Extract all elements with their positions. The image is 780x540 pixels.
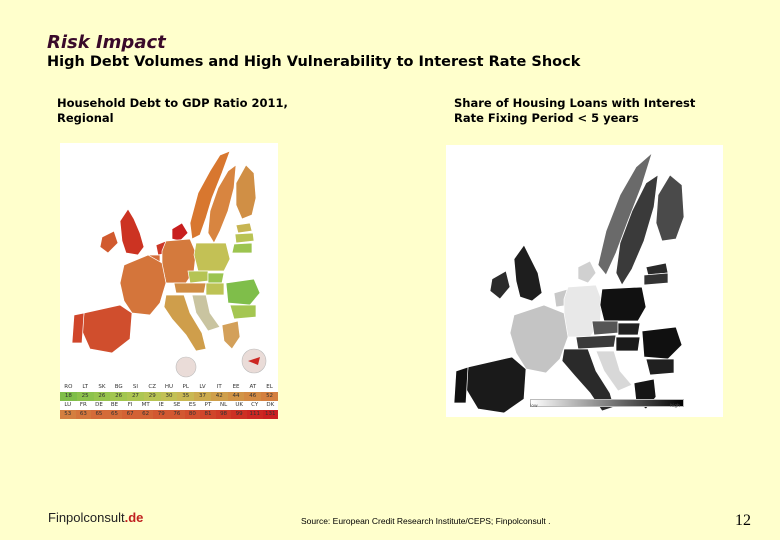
- legend-cell: 81: [200, 410, 216, 419]
- legend-cell: 25: [76, 392, 94, 401]
- legend-row-countries-1: RO LT SK BG SI CZ HU PL LV IT EE AT EL: [60, 383, 278, 392]
- legend-cell: 67: [122, 410, 138, 419]
- right-map-label: Share of Housing Loans with Interest Rat…: [454, 96, 696, 125]
- legend-cell: 62: [137, 410, 154, 419]
- legend-cell: 111: [246, 410, 263, 419]
- legend-cell: HU: [164, 384, 174, 390]
- household-debt-map: [60, 143, 278, 415]
- legend-cell: BG: [114, 384, 123, 390]
- household-debt-map-graphic: [71, 150, 267, 378]
- legend-cell: 46: [244, 392, 262, 401]
- legend-cell: 30: [160, 392, 178, 401]
- interest-rate-fixing-map-graphic: [453, 151, 685, 414]
- gradient-high-label: high: [670, 404, 680, 409]
- brand-logo: Finpolconsult.de: [48, 510, 143, 525]
- interest-rate-fixing-map: [446, 145, 723, 417]
- legend-cell: 98: [215, 410, 232, 419]
- slide-title: Risk Impact: [47, 32, 166, 53]
- legend-cell: 26: [110, 392, 128, 401]
- legend-cell: LV: [199, 384, 206, 390]
- gradient-low-label: low: [530, 404, 538, 409]
- legend-row-values-1: 18 25 26 26 27 29 30 35 37 42 44 46 52: [60, 392, 278, 401]
- legend-cell: SE: [173, 402, 181, 408]
- legend-cell: EL: [266, 384, 273, 390]
- legend-cell: 65: [91, 410, 107, 419]
- legend-cell: LT: [82, 384, 88, 390]
- left-map-label: Household Debt to GDP Ratio 2011, Region…: [57, 96, 288, 125]
- legend-cell: CZ: [148, 384, 157, 390]
- legend-cell: 63: [75, 410, 92, 419]
- legend-cell: 26: [93, 392, 111, 401]
- legend-cell: ES: [188, 402, 196, 408]
- legend-cell: 131: [262, 410, 279, 419]
- legend-cell: IE: [158, 402, 164, 408]
- legend-cell: 27: [127, 392, 144, 401]
- legend-cell: LU: [64, 402, 72, 408]
- legend-cell: PL: [182, 384, 189, 390]
- legend-cell: 44: [227, 392, 245, 401]
- legend-cell: BE: [110, 402, 119, 408]
- legend-cell: 52: [261, 392, 278, 401]
- legend-cell: 29: [143, 392, 161, 401]
- legend-cell: MT: [141, 402, 150, 408]
- legend-cell: 76: [169, 410, 185, 419]
- legend-cell: DE: [95, 402, 103, 408]
- legend-cell: EE: [232, 384, 240, 390]
- legend-cell: SK: [98, 384, 106, 390]
- legend-cell: IT: [216, 384, 222, 390]
- source-note: Source: European Credit Research Institu…: [301, 516, 551, 526]
- legend-cell: UK: [235, 402, 243, 408]
- legend-cell: 79: [153, 410, 170, 419]
- legend-cell: FI: [127, 402, 133, 408]
- page-number: 12: [735, 512, 751, 529]
- legend-cell: NL: [219, 402, 228, 408]
- legend-cell: SI: [132, 384, 138, 390]
- brand-name: Finpolconsult: [48, 510, 125, 525]
- debt-legend: RO LT SK BG SI CZ HU PL LV IT EE AT EL 18 25 26 26 27 29 3…: [60, 383, 279, 419]
- legend-row-values-2: 53 63 65 65 67 62 79 76 80 81 98 99 111 131: [60, 410, 279, 419]
- legend-cell: 53: [60, 410, 76, 419]
- legend-cell: 65: [106, 410, 123, 419]
- legend-cell: 37: [194, 392, 211, 401]
- legend-cell: CY: [251, 402, 259, 408]
- legend-cell: AT: [249, 384, 257, 390]
- legend-cell: 80: [184, 410, 201, 419]
- legend-cell: 18: [60, 392, 77, 401]
- legend-cell: FR: [79, 402, 87, 408]
- legend-cell: DK: [266, 402, 275, 408]
- legend-cell: 42: [210, 392, 228, 401]
- legend-row-countries-2: LU FR DE BE FI MT IE SE ES PT NL UK CY DK: [60, 401, 278, 410]
- gradient-labels: low high: [530, 404, 680, 409]
- grayscale-gradient-bar: [530, 399, 684, 407]
- legend-cell: 35: [177, 392, 195, 401]
- slide-subtitle: High Debt Volumes and High Vulnerability…: [47, 54, 581, 70]
- legend-cell: RO: [64, 384, 73, 390]
- legend-cell: PT: [204, 402, 212, 408]
- legend-cell: 99: [231, 410, 247, 419]
- brand-tld: .de: [124, 510, 144, 525]
